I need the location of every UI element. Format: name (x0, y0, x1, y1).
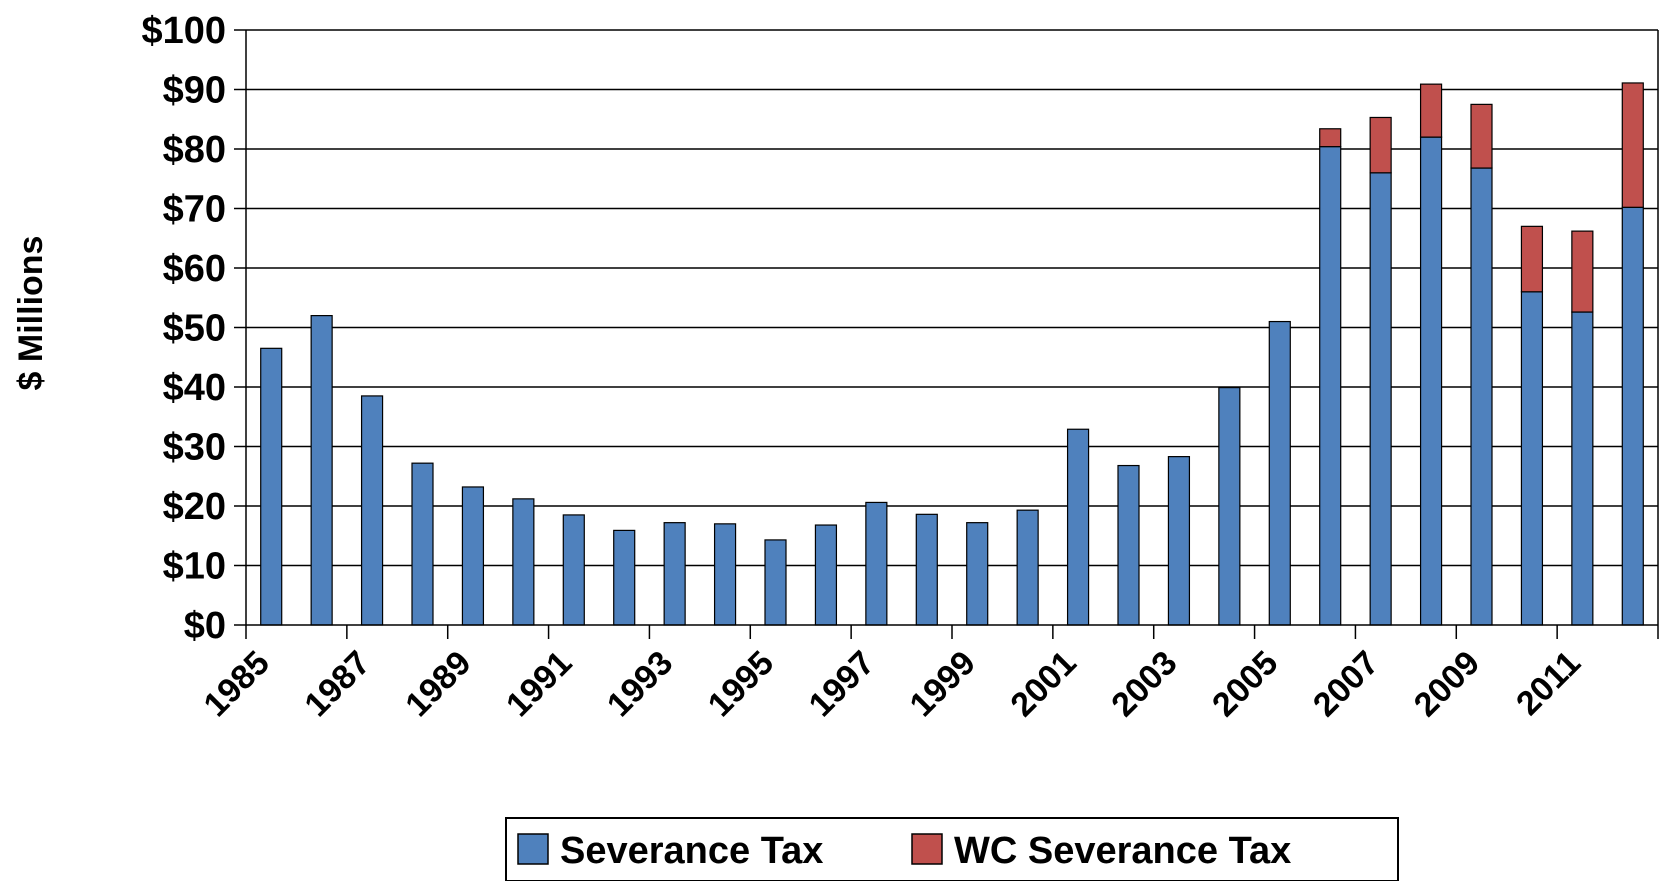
bar-severance-tax (1319, 146, 1342, 626)
x-tick-label: 1999 (903, 644, 983, 724)
x-tick-label: 2009 (1407, 644, 1487, 724)
bar-severance-tax (411, 462, 434, 626)
gridlines (246, 29, 1658, 567)
bar-severance-tax (814, 524, 838, 626)
x-tick-labels: 1985 1987 1989 1991 1993 1995 1997 1999 2001 2003… (197, 644, 1588, 724)
bar-severance-tax (1167, 456, 1191, 626)
bar-severance-tax (1066, 428, 1090, 626)
x-tick-label: 1995 (701, 644, 781, 724)
bars (260, 82, 1644, 626)
y-tick-labels: $0 $10 $20 $30 $40 $50 $60 $70 $80 $90 $100 (141, 10, 226, 647)
bar-severance-tax (764, 539, 787, 626)
bar-severance-tax (512, 498, 535, 626)
bar-wc-severance-tax (1621, 82, 1644, 208)
x-tick-label: 2003 (1104, 644, 1184, 724)
bar-severance-tax (1218, 386, 1241, 626)
x-tick-label: 2007 (1306, 644, 1386, 724)
bar-severance-tax (310, 315, 333, 626)
y-tick-label: $50 (163, 308, 226, 350)
bar-severance-tax (1520, 291, 1544, 626)
bar-severance-tax (260, 347, 283, 626)
y-tick-label: $80 (163, 129, 226, 171)
y-tick-label: $70 (163, 189, 226, 231)
y-tick-label: $60 (163, 248, 226, 290)
bar-severance-tax (865, 501, 888, 626)
bar-severance-tax (613, 529, 636, 626)
bar-wc-severance-tax (1319, 128, 1342, 148)
bar-severance-tax (1268, 320, 1291, 626)
x-tick-label: 2005 (1205, 644, 1285, 724)
bar-wc-severance-tax (1470, 103, 1493, 169)
bar-severance-tax (1369, 172, 1392, 626)
axes (234, 29, 1659, 639)
legend-box (505, 817, 1399, 881)
bar-severance-tax (1117, 464, 1140, 626)
x-tick-label: 2011 (1509, 644, 1588, 723)
legend: Severance Tax WC Severance Tax (505, 817, 1399, 881)
x-tick-label: 1997 (802, 644, 882, 724)
y-tick-label: $100 (141, 10, 226, 52)
legend-label-severance-tax: Severance Tax (560, 830, 823, 872)
legend-label-wc-severance-tax: WC Severance Tax (954, 830, 1291, 872)
y-tick-label: $90 (163, 70, 226, 112)
bar-wc-severance-tax (1520, 225, 1544, 293)
y-tick-label: $10 (163, 546, 226, 588)
bar-wc-severance-tax (1419, 83, 1443, 138)
x-tick-label: 1991 (499, 644, 579, 724)
x-tick-label: 1987 (297, 644, 377, 724)
bar-severance-tax (1419, 136, 1443, 626)
y-tick-label: $0 (184, 605, 226, 647)
bar-severance-tax (663, 522, 686, 626)
bar-severance-tax (713, 523, 737, 626)
x-tick-label: 1993 (600, 644, 680, 724)
x-tick-label: 1989 (398, 644, 478, 724)
bar-severance-tax (1470, 167, 1493, 626)
bar-wc-severance-tax (1369, 116, 1392, 174)
y-tick-label: $40 (163, 367, 226, 409)
bar-severance-tax (1016, 509, 1039, 626)
y-tick-label: $30 (163, 427, 226, 469)
legend-swatch-severance-tax (517, 833, 549, 865)
bar-severance-tax (915, 513, 938, 626)
y-axis-title: $ Millions (12, 236, 50, 391)
bar-severance-tax (966, 522, 989, 626)
x-tick-label: 1985 (197, 644, 277, 724)
bar-wc-severance-tax (1571, 230, 1594, 313)
bar-severance-tax (461, 486, 485, 626)
legend-swatch-wc-severance-tax (911, 833, 943, 865)
x-tick-label: 2001 (1003, 644, 1083, 724)
bar-severance-tax (1621, 206, 1644, 626)
bar-severance-tax (562, 514, 585, 626)
bar-severance-tax (360, 395, 384, 626)
y-tick-label: $20 (163, 486, 226, 528)
bar-severance-tax (1571, 311, 1594, 626)
